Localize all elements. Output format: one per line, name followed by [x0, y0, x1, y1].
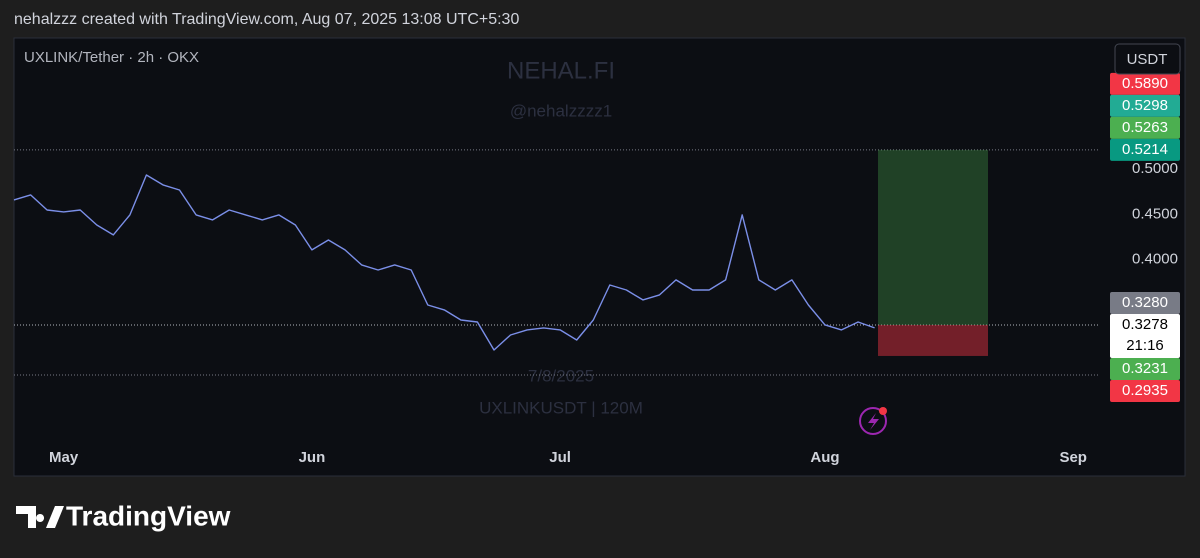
- plot: 0.5000 0.4500 0.4000 May Jun Jul Aug Sep 0.5890 0…: [13, 72, 1180, 466]
- watermark: @nehalzzzz1: [510, 101, 612, 120]
- price-line: [13, 174, 875, 351]
- currency-button[interactable]: [1114, 43, 1181, 75]
- symbol: UXLINK/Tether · 2h · OKX: [24, 49, 199, 66]
- watermark: 7/8/2025: [528, 366, 594, 385]
- price-badge: [1110, 379, 1180, 402]
- x-tick-label: Jul: [549, 449, 571, 466]
- x-tick-label: Sep: [1059, 449, 1087, 466]
- countdown: 21:16: [1126, 337, 1164, 354]
- price-badge: [1110, 138, 1180, 161]
- loss-zone: [878, 324, 988, 356]
- price-badge-label: 0.3278: [1122, 316, 1168, 333]
- price-badge-label: 0.2935: [1122, 382, 1168, 399]
- logo-text: TradingView: [66, 500, 231, 531]
- y-tick-label: 0.4500: [1132, 205, 1178, 222]
- y-tick-label: 0.4000: [1132, 251, 1178, 268]
- price-badge-label: 0.3231: [1122, 360, 1168, 377]
- price-badge-label: 0.5263: [1122, 119, 1168, 136]
- y-tick-label: 0.5000: [1132, 160, 1178, 177]
- x-tick-label: Jun: [299, 449, 326, 466]
- price-badge-label: 0.5890: [1122, 75, 1168, 92]
- x-tick-label: May: [49, 449, 79, 466]
- currency[interactable]: USDT: [1127, 51, 1168, 68]
- watermark: UXLINKUSDT | 120M: [479, 398, 643, 417]
- price-badge: [1110, 94, 1180, 117]
- price-badge-label: 0.5214: [1122, 141, 1168, 158]
- lightning-icon[interactable]: [859, 407, 887, 435]
- watermark: NEHAL.FI: [507, 57, 615, 84]
- price-badge: [1110, 291, 1180, 314]
- x-tick-label: Aug: [810, 449, 839, 466]
- price-badge: [1110, 313, 1180, 358]
- price-badge: [1110, 72, 1180, 95]
- price-badge-label: 0.3280: [1122, 294, 1168, 311]
- header: nehalzzz created with TradingView.com, A…: [14, 11, 519, 28]
- tradingview-logo: TradingView: [16, 500, 231, 531]
- price-badge-label: 0.5298: [1122, 97, 1168, 114]
- price-badge: [1110, 116, 1180, 139]
- price-badge: [1110, 357, 1180, 380]
- chart-area: [13, 37, 1186, 477]
- profit-zone: [878, 149, 988, 325]
